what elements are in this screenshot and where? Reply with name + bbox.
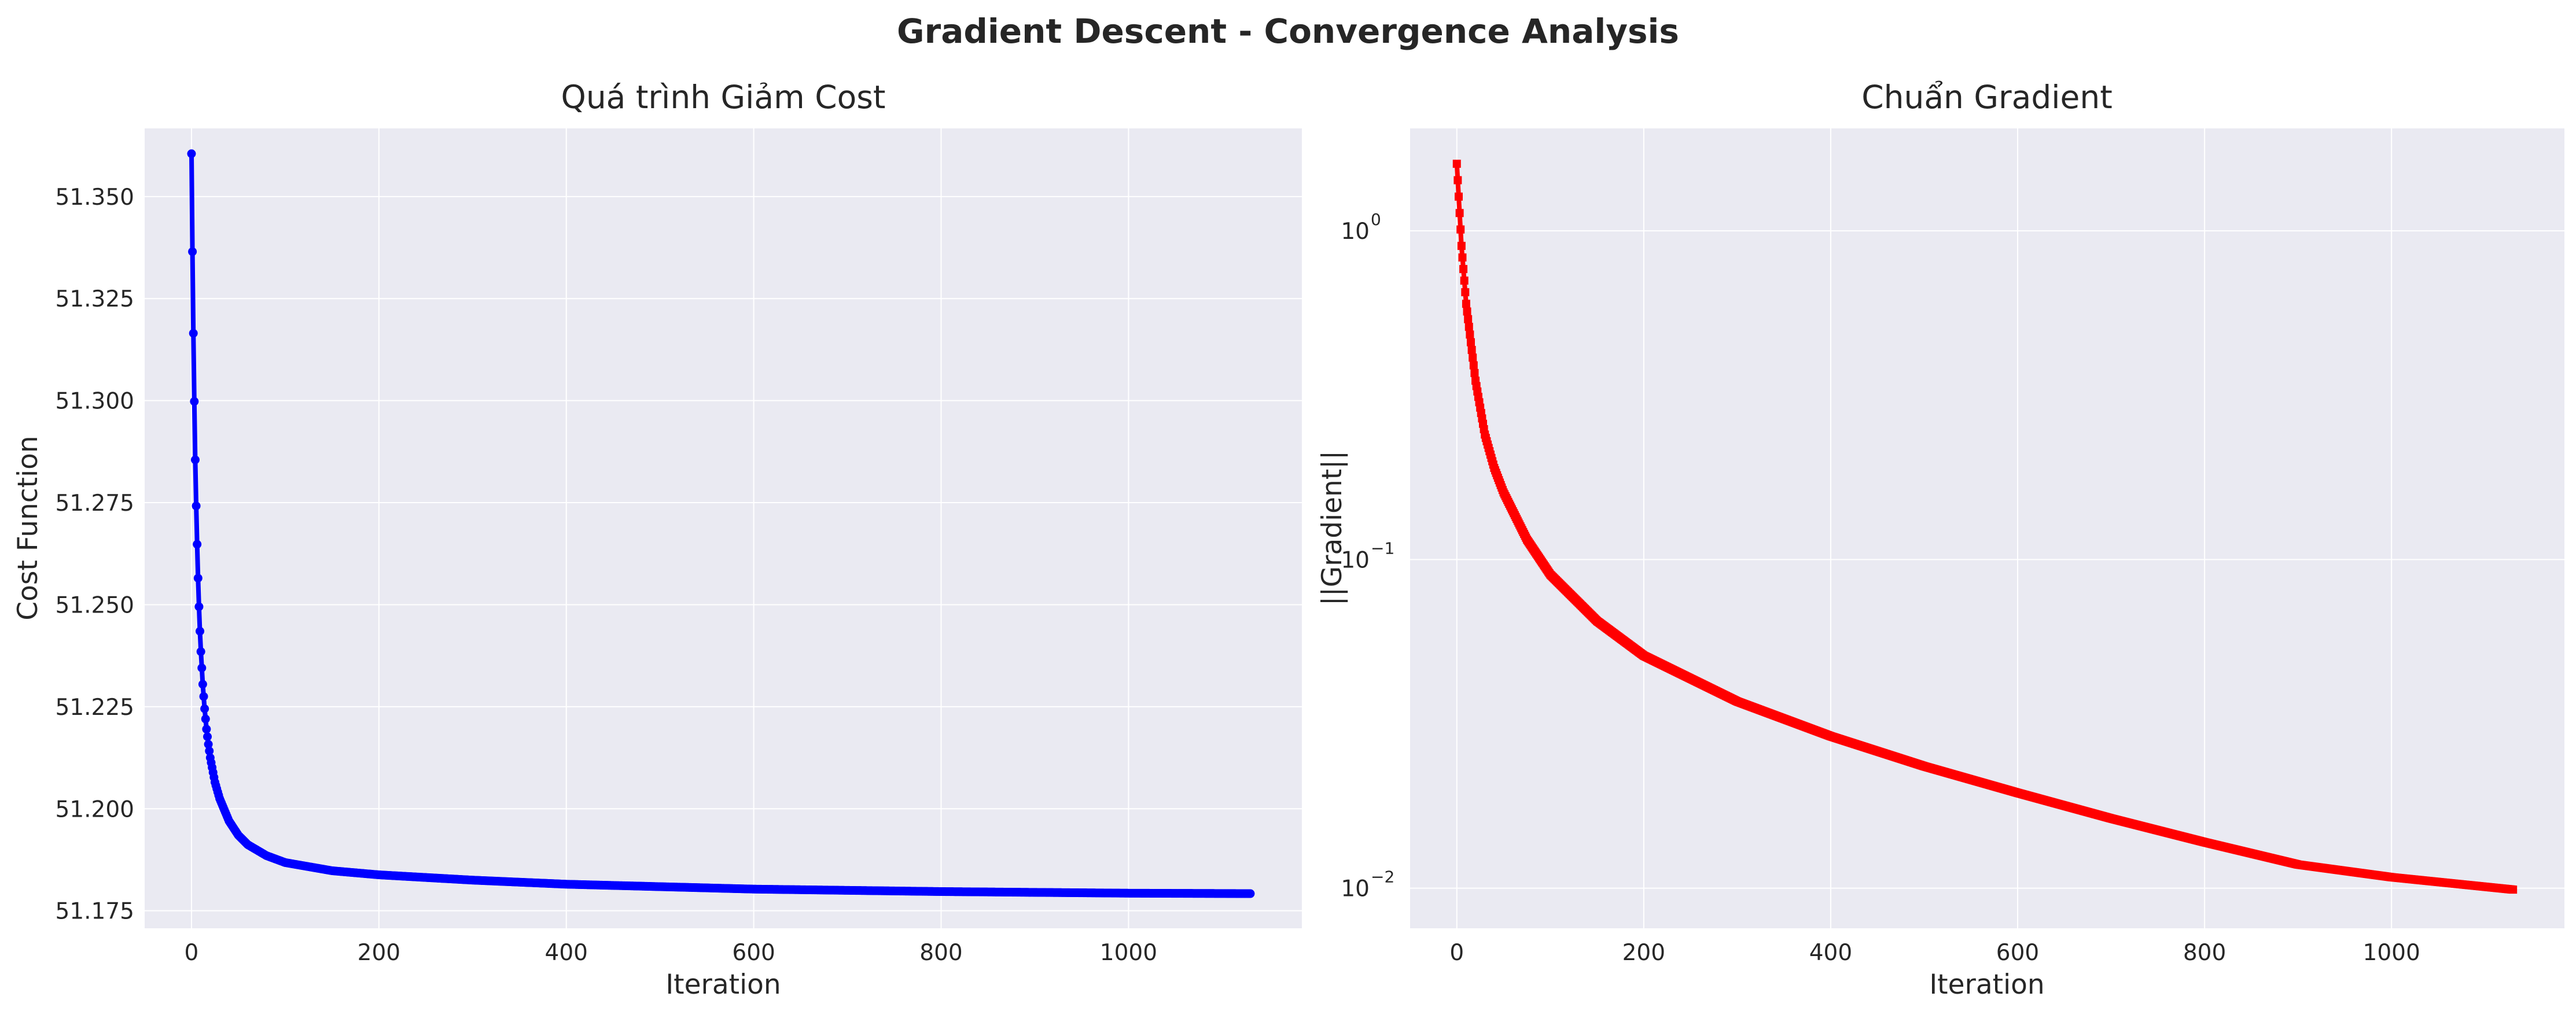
cost-chart: 0 200 400 600 800 1000 51.175 51.200 51.225 51.2… (12, 79, 1302, 1001)
gradient-point (2509, 886, 2518, 894)
cost-point (192, 501, 201, 511)
cost-y-tick-label: 51.350 (56, 185, 134, 211)
cost-x-tick-label: 1000 (1100, 940, 1157, 966)
cost-y-tick-label: 51.225 (56, 695, 134, 721)
cost-point (189, 329, 198, 338)
gradient-y-tick-label: 10 (1341, 219, 1370, 245)
figure-suptitle: Gradient Descent - Convergence Analysis (897, 12, 1679, 51)
cost-point (200, 704, 209, 713)
gradient-point (1463, 307, 1471, 316)
gradient-x-tick-label: 600 (1996, 940, 2039, 966)
gradient-plot-area (1410, 128, 2564, 928)
cost-point (201, 714, 210, 724)
cost-point (199, 692, 208, 701)
gradient-x-tick-label: 400 (1809, 940, 1852, 966)
cost-y-tick-label: 51.300 (56, 389, 134, 415)
cost-y-tick-label: 51.250 (56, 592, 134, 618)
gradient-x-tick-label: 800 (2183, 940, 2226, 966)
cost-x-tick-label: 800 (919, 940, 962, 966)
cost-x-tick-label: 600 (732, 940, 775, 966)
cost-x-axis-label: Iteration (665, 969, 781, 1001)
cost-point (188, 247, 197, 256)
cost-point (194, 602, 204, 611)
gradient-point (1467, 338, 1475, 346)
gradient-point (1467, 346, 1476, 355)
gradient-y-tick-exponent: −1 (1371, 538, 1394, 558)
gradient-point (1460, 276, 1469, 285)
cost-point (197, 663, 207, 673)
cost-point (193, 540, 202, 549)
cost-point (196, 626, 205, 636)
cost-series-markers (187, 149, 1255, 898)
gradient-point (1458, 253, 1467, 262)
cost-point (187, 149, 196, 158)
gradient-x-ticks: 0 200 400 600 800 1000 (1449, 940, 2420, 966)
cost-gridlines (145, 128, 1302, 928)
cost-plot-area (145, 128, 1302, 928)
gradient-y-tick-label: 10 (1341, 547, 1370, 573)
gradient-point (1457, 242, 1466, 250)
cost-y-tick-label: 51.325 (56, 286, 134, 312)
gradient-x-axis-label: Iteration (1929, 969, 2044, 1001)
gradient-y-tick-exponent: −2 (1371, 868, 1394, 887)
gradient-point (1461, 288, 1470, 297)
gradient-x-tick-label: 1000 (2363, 940, 2420, 966)
gradient-point (1455, 192, 1463, 201)
gradient-y-tick-exponent: 0 (1371, 210, 1381, 229)
gradient-point (1455, 209, 1464, 217)
gradient-gridlines (1410, 128, 2564, 928)
cost-point (1246, 889, 1255, 898)
cost-point (204, 740, 213, 749)
gradient-point (1459, 265, 1468, 274)
cost-y-tick-label: 51.200 (56, 796, 134, 822)
gradient-point (1469, 361, 1478, 370)
cost-point (190, 455, 200, 464)
cost-x-tick-label: 0 (185, 940, 199, 966)
gradient-x-tick-label: 200 (1622, 940, 1665, 966)
cost-y-tick-label: 51.275 (56, 490, 134, 516)
cost-y-axis-label: Cost Function (12, 436, 44, 620)
gradient-point (1456, 225, 1465, 234)
cost-chart-title: Quá trình Giảm Cost (561, 79, 886, 116)
gradient-chart-title: Chuẩn Gradient (1861, 79, 2113, 116)
gradient-point (1453, 176, 1462, 185)
gradient-point (1470, 368, 1479, 377)
cost-point (202, 725, 211, 734)
cost-x-ticks: 0 200 400 600 800 1000 (185, 940, 1157, 966)
cost-x-tick-label: 200 (358, 940, 400, 966)
cost-point (193, 574, 203, 583)
cost-point (190, 397, 199, 406)
gradient-point (1466, 330, 1474, 339)
gradient-y-axis-label: ||Gradient|| (1316, 451, 1348, 606)
gradient-point (1464, 323, 1473, 331)
cost-y-ticks: 51.175 51.200 51.225 51.250 51.275 51.300 51.3… (56, 185, 134, 925)
cost-x-tick-label: 400 (545, 940, 588, 966)
gradient-point (1469, 353, 1477, 362)
gradient-series-markers (1452, 160, 2518, 894)
cost-point (198, 680, 207, 689)
gradient-x-tick-label: 0 (1449, 940, 1464, 966)
cost-y-tick-label: 51.175 (56, 899, 134, 925)
gradient-point (1452, 160, 1461, 168)
gradient-point (1462, 300, 1470, 308)
cost-point (196, 647, 205, 656)
cost-point (205, 746, 214, 755)
cost-point (203, 732, 212, 741)
gradient-point (1464, 315, 1473, 323)
gradient-y-tick-label: 10 (1341, 876, 1370, 902)
